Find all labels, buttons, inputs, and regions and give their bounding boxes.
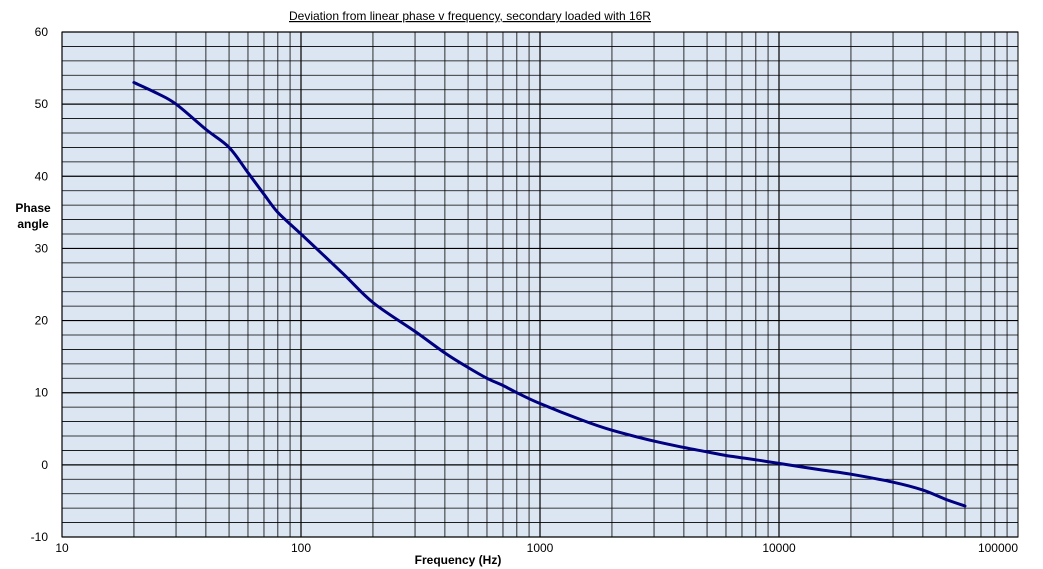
y-tick-label: 40 (35, 169, 49, 183)
y-tick-label: 10 (35, 386, 49, 400)
x-tick-label: 1000 (527, 541, 554, 555)
x-axis-label: Frequency (Hz) (415, 553, 502, 567)
y-axis-label-line2: angle (17, 217, 49, 231)
y-tick-label: 30 (35, 241, 49, 255)
x-tick-label: 10000 (762, 541, 796, 555)
y-tick-label: 20 (35, 314, 49, 328)
x-tick-label: 10 (55, 541, 69, 555)
x-tick-labels: 10 100 1000 10000 100000 (55, 541, 1018, 555)
y-tick-labels: 60 50 40 30 20 10 0 -10 (31, 25, 49, 544)
series-line (132, 81, 967, 508)
y-tick-label: -10 (31, 530, 49, 544)
plot-border (61, 31, 1019, 538)
y-tick-label: 60 (35, 25, 49, 39)
x-tick-label: 100000 (978, 541, 1018, 555)
x-tick-label: 100 (291, 541, 311, 555)
y-axis-label-line1: Phase (15, 201, 51, 215)
chart-title: Deviation from linear phase v frequency,… (289, 9, 651, 23)
y-tick-label: 0 (41, 458, 48, 472)
y-tick-label: 50 (35, 97, 49, 111)
